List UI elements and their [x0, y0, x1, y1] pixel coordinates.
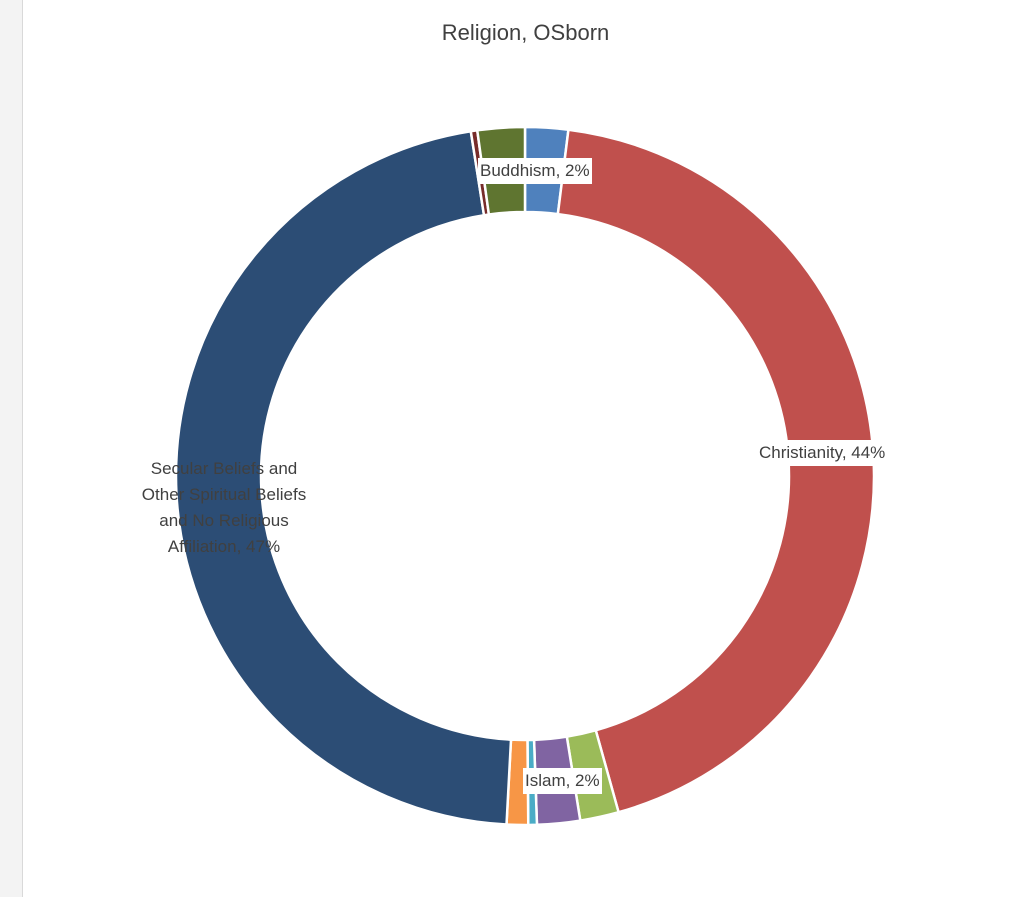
data-label-islam: Islam, 2%	[523, 768, 602, 794]
data-label-secular: Secular Beliefs and Other Spiritual Beli…	[119, 456, 329, 560]
donut-slice-6	[174, 129, 513, 826]
data-label-secular-line1: Secular Beliefs and	[150, 459, 298, 478]
chart-title: Religion, OSborn	[441, 20, 610, 45]
data-label-secular-line4: Affiliation, 47%	[167, 537, 281, 556]
donut-slice-1	[556, 128, 876, 814]
data-label-secular-line2: Other Spiritual Beliefs	[141, 485, 307, 504]
chart-panel: Religion, OSborn Buddhism, 2% Christiani…	[22, 0, 1027, 897]
data-label-christianity-text: Christianity, 44%	[759, 443, 886, 462]
data-label-islam-text: Islam, 2%	[525, 771, 600, 790]
data-label-buddhism-text: Buddhism, 2%	[480, 161, 590, 180]
data-label-secular-line3: and No Religious	[159, 511, 289, 530]
data-label-buddhism: Buddhism, 2%	[478, 158, 592, 184]
data-label-christianity: Christianity, 44%	[757, 440, 888, 466]
